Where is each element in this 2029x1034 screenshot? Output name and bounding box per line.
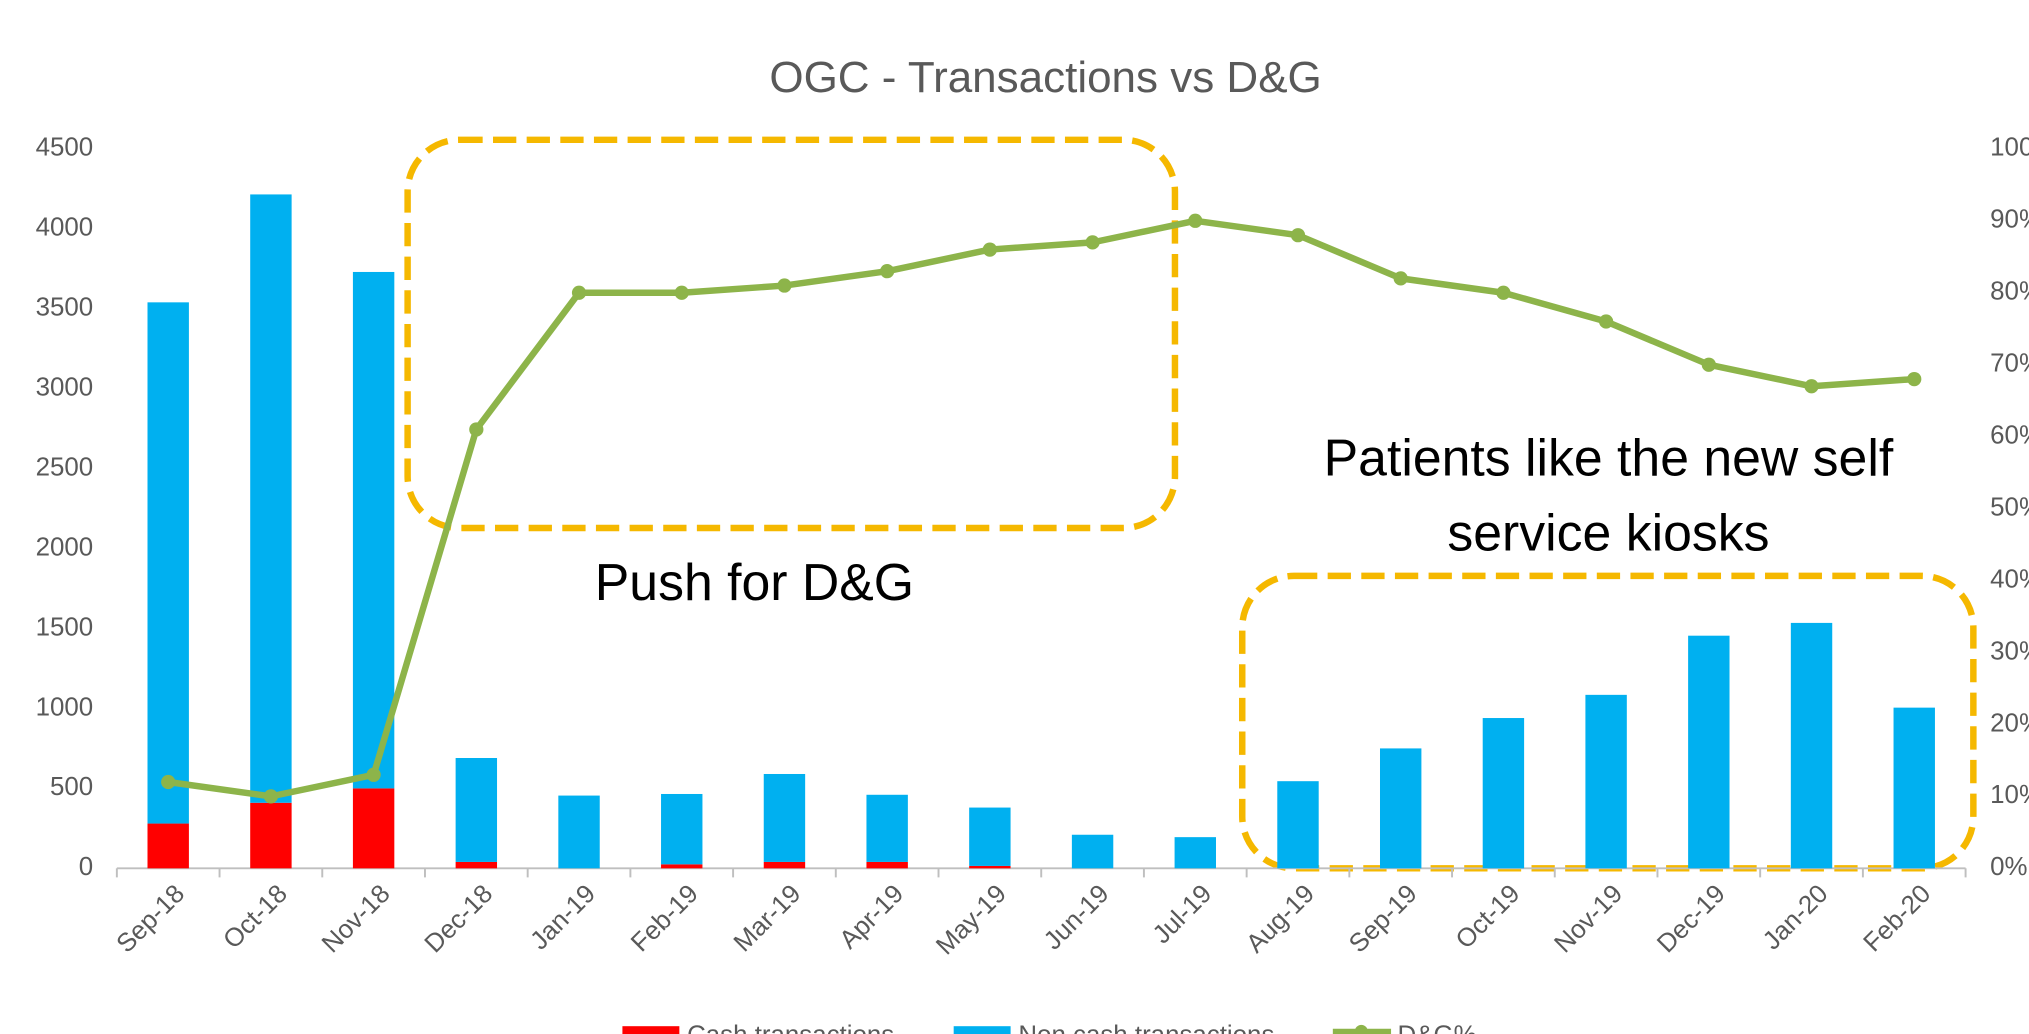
- annotation: Push for D&G: [595, 553, 914, 611]
- bar: [661, 864, 703, 869]
- legend-swatch: [953, 1026, 1011, 1034]
- x-tick-label: Dec-19: [1652, 880, 1731, 959]
- line-point: [1188, 213, 1203, 228]
- bar: [250, 194, 292, 803]
- line-point: [1085, 235, 1100, 250]
- y-tick-label: 2500: [36, 453, 94, 481]
- line-point: [1598, 314, 1614, 329]
- annotation: Patients like the new self: [1324, 429, 1894, 487]
- bar: [352, 788, 395, 869]
- bar: [969, 807, 1011, 866]
- x-tick-label: Feb-19: [626, 880, 704, 958]
- bar: [1379, 748, 1422, 869]
- y-tick-label: 1500: [36, 613, 94, 641]
- bar: [1174, 837, 1216, 869]
- line-point: [1907, 371, 1922, 387]
- bar: [147, 823, 189, 869]
- legend-label: Non cash transactions: [1018, 1021, 1274, 1034]
- x-tick-label: Jan-19: [525, 880, 601, 956]
- y-tick-label: 2000: [36, 533, 94, 561]
- chart-title: OGC - Transactions vs D&G: [769, 53, 1321, 102]
- y2-tick-label: 0%: [1990, 853, 2027, 881]
- bar: [1071, 834, 1114, 869]
- line-point: [469, 422, 484, 437]
- bar: [661, 793, 703, 865]
- legend-label: Cash transactions: [687, 1021, 894, 1034]
- line-point: [1290, 228, 1306, 243]
- y2-tick-label: 40%: [1990, 565, 2029, 593]
- line-point: [366, 767, 381, 782]
- x-tick-label: Jul-19: [1148, 880, 1218, 950]
- bar: [352, 271, 395, 789]
- line-point: [674, 285, 689, 300]
- legend-swatch: [622, 1026, 680, 1034]
- x-tick-label: Jun-19: [1039, 880, 1115, 956]
- y-tick-label: 3000: [36, 374, 94, 402]
- x-tick-label: Nov-19: [1549, 880, 1628, 959]
- bar: [1893, 707, 1935, 869]
- bar: [866, 861, 908, 869]
- x-tick-label: Dec-18: [420, 880, 499, 959]
- y2-tick-label: 100%: [1990, 134, 2029, 162]
- annotation: service kiosks: [1447, 504, 1769, 562]
- bar: [1688, 635, 1730, 869]
- x-tick-label: Feb-20: [1858, 880, 1936, 958]
- line-point: [1393, 271, 1408, 286]
- y2-tick-label: 80%: [1990, 278, 2029, 306]
- y2-tick-label: 50%: [1990, 493, 2029, 521]
- y-tick-label: 4500: [36, 134, 94, 162]
- bar: [455, 758, 498, 862]
- line-point: [1496, 285, 1511, 300]
- line-point: [263, 789, 279, 804]
- y2-tick-label: 60%: [1990, 421, 2029, 449]
- bar: [1790, 622, 1833, 869]
- line-point: [880, 264, 895, 279]
- bar: [1277, 781, 1319, 869]
- bar: [763, 861, 806, 869]
- y-tick-label: 0: [79, 853, 93, 881]
- legend-label: D&G%: [1398, 1021, 1477, 1034]
- x-tick-label: Aug-19: [1241, 880, 1320, 959]
- y-tick-label: 3500: [36, 294, 94, 322]
- y2-tick-label: 70%: [1990, 350, 2029, 378]
- y2-tick-label: 20%: [1990, 709, 2029, 737]
- bar: [1482, 718, 1525, 869]
- bar: [250, 802, 292, 869]
- line-point: [777, 278, 792, 293]
- y2-tick-label: 30%: [1990, 637, 2029, 665]
- y2-tick-label: 90%: [1990, 206, 2029, 234]
- bar: [147, 302, 189, 824]
- line-point: [1701, 357, 1716, 372]
- line: [167, 217, 1915, 800]
- line-point: [161, 774, 176, 790]
- x-tick-label: Jan-20: [1758, 880, 1834, 956]
- line-point: [571, 285, 587, 300]
- y-tick-label: 500: [50, 773, 93, 801]
- highlight-box: [404, 136, 1179, 532]
- bar: [866, 794, 908, 862]
- line-point: [1804, 379, 1819, 394]
- x-tick-label: Mar-19: [729, 880, 807, 958]
- bar: [969, 865, 1011, 869]
- x-tick-label: Sep-19: [1344, 880, 1423, 959]
- legend-swatch: [1354, 1024, 1368, 1034]
- x-tick-label: Oct-19: [1451, 880, 1526, 955]
- y-tick-label: 1000: [36, 693, 94, 721]
- x-tick-label: Sep-18: [111, 880, 190, 959]
- bar: [455, 861, 498, 869]
- bar: [763, 773, 806, 862]
- bar: [558, 795, 600, 869]
- y2-tick-label: 10%: [1990, 781, 2029, 809]
- x-tick-label: May-19: [931, 880, 1012, 961]
- line-point: [982, 242, 997, 257]
- x-tick-label: Apr-19: [834, 880, 909, 955]
- y-tick-label: 4000: [36, 214, 94, 242]
- x-tick-label: Nov-18: [317, 880, 396, 959]
- bar: [1585, 694, 1627, 869]
- x-tick-label: Oct-18: [218, 880, 293, 955]
